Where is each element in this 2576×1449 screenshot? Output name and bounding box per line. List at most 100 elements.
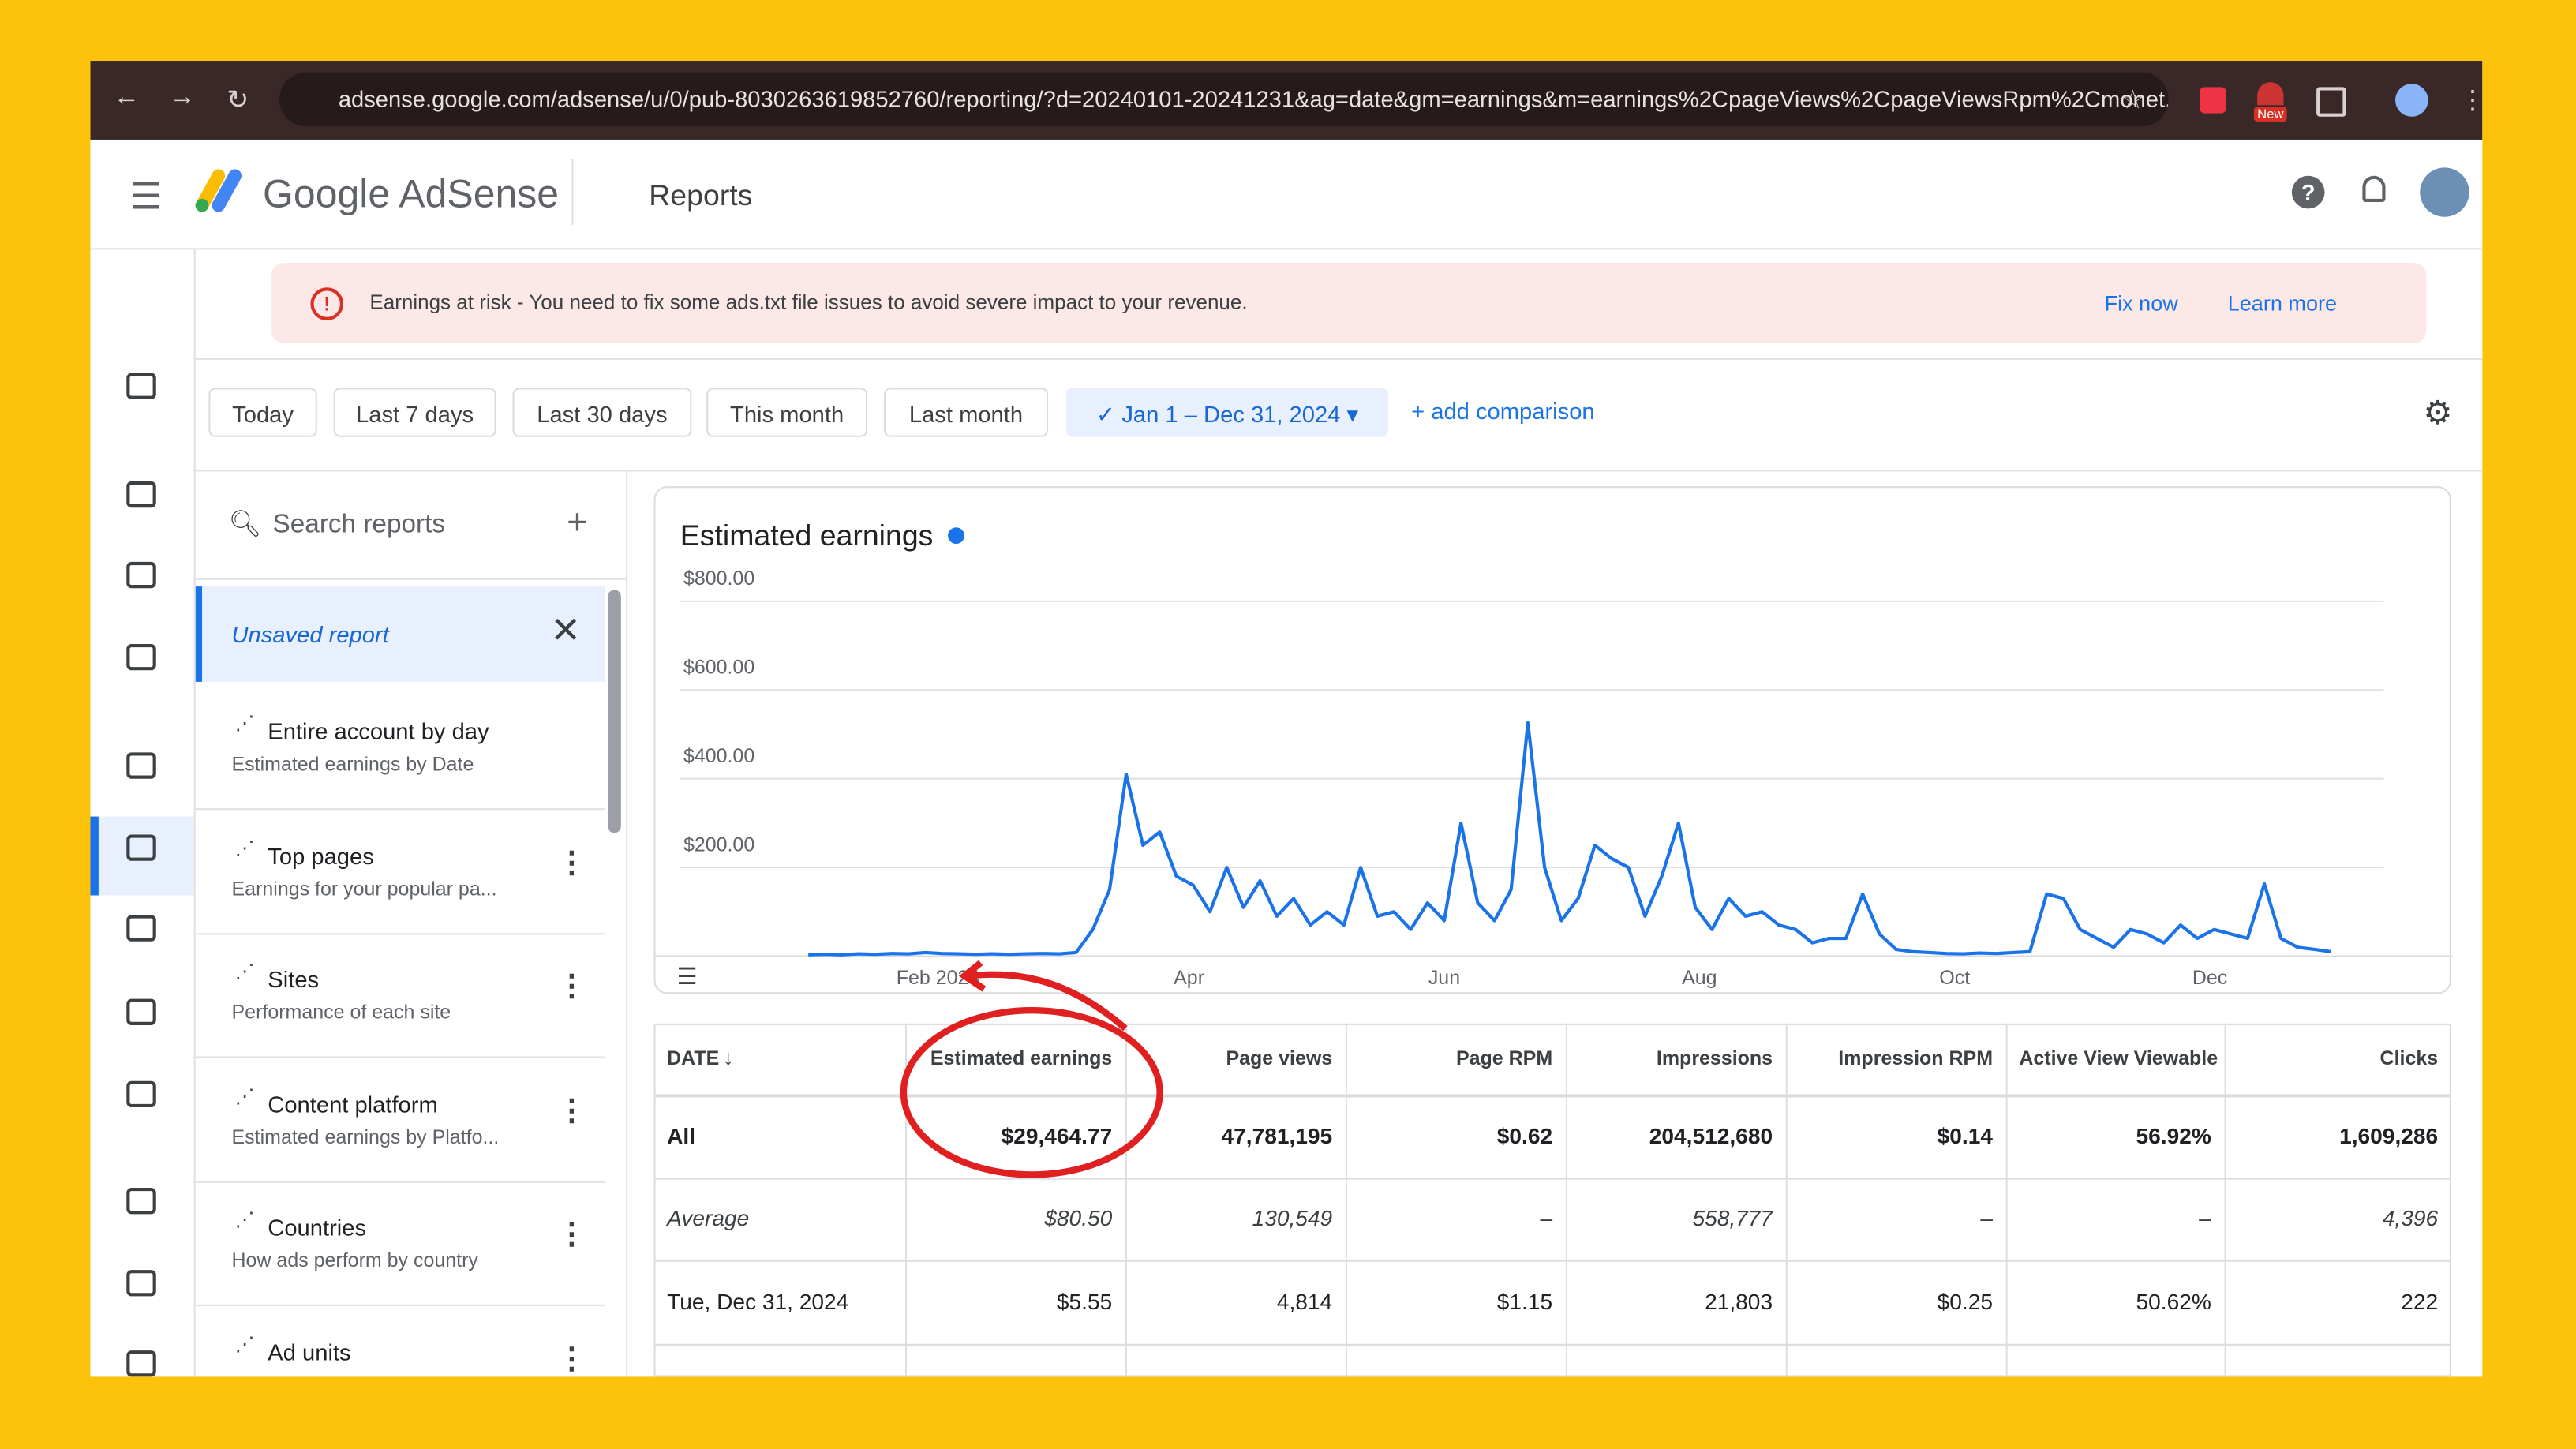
- column-header[interactable]: Clicks: [2379, 1046, 2439, 1070]
- table-cell: –: [1540, 1205, 1553, 1231]
- help[interactable]: ?: [2291, 175, 2325, 209]
- more-menu[interactable]: ⋮: [556, 845, 587, 878]
- col-divider: [1125, 1023, 1128, 1377]
- report-item[interactable]: ⋰ Sites Performance of each site ⋮: [195, 933, 605, 1058]
- notifications[interactable]: [2362, 175, 2386, 203]
- unsaved-label: Unsaved report: [231, 620, 389, 648]
- alert-icon: !: [310, 287, 344, 320]
- nav-icon[interactable]: [126, 561, 156, 589]
- caret: ▾: [1340, 400, 1359, 428]
- back[interactable]: ←: [113, 84, 140, 112]
- forward[interactable]: →: [169, 84, 196, 112]
- address-bar[interactable]: adsense.google.com/adsense/u/0/pub-80302…: [279, 72, 2169, 127]
- table-cell: All: [667, 1123, 696, 1149]
- report-item[interactable]: ⋰ Top pages Earnings for your popular pa..…: [195, 809, 605, 934]
- nav-icon[interactable]: [126, 752, 156, 779]
- settings[interactable]: ⚙: [2423, 395, 2453, 432]
- menu[interactable]: ⋮: [2459, 84, 2482, 117]
- nav-icon[interactable]: [126, 915, 156, 942]
- column-header[interactable]: Active View Viewable: [2019, 1046, 2218, 1070]
- hamburger[interactable]: ☰: [129, 175, 163, 217]
- report-title: Entire account by day: [268, 717, 489, 744]
- col-divider: [1785, 1023, 1788, 1377]
- profile[interactable]: [2395, 84, 2428, 117]
- unsaved-report[interactable]: Unsaved report ✕: [195, 586, 605, 682]
- ext-icon[interactable]: [2200, 87, 2226, 114]
- nav-icon[interactable]: [126, 1080, 156, 1108]
- report-item[interactable]: ⋰ Content platform Estimated earnings by P…: [195, 1058, 605, 1182]
- table-cell: $0.25: [1937, 1290, 1994, 1315]
- nav-icon[interactable]: [126, 1350, 156, 1377]
- report-subtitle: Estimated earnings by Date: [231, 752, 474, 776]
- date-chip[interactable]: Last 30 days: [512, 388, 692, 437]
- report-item[interactable]: ⋰ Ad units ⋮: [196, 1305, 605, 1377]
- date-chip[interactable]: Today: [208, 388, 317, 437]
- date-chip[interactable]: Last month: [883, 388, 1049, 437]
- fix-now[interactable]: Fix now: [2104, 290, 2178, 316]
- date-chip[interactable]: This month: [706, 388, 868, 437]
- nav-icon[interactable]: [126, 644, 156, 671]
- nav-rail: [90, 249, 196, 1377]
- col-divider: [904, 1023, 908, 1377]
- date-range-label: Jan 1 – Dec 31, 2024: [1121, 400, 1341, 428]
- nav-icon[interactable]: [126, 834, 156, 861]
- ext-icon[interactable]: [2257, 82, 2284, 106]
- table-cell: 4,814: [1276, 1290, 1333, 1315]
- legend-dot: [948, 527, 964, 545]
- browser-window: ← → ↻ adsense.google.com/adsense/u/0/pub…: [90, 61, 2483, 1377]
- add-comparison[interactable]: + add comparison: [1411, 398, 1595, 424]
- y-tick-label: $400.00: [683, 745, 754, 767]
- alert-banner: ! Earnings at risk - You need to fix som…: [271, 263, 2427, 344]
- reload[interactable]: ↻: [227, 87, 249, 115]
- scrollbar[interactable]: [608, 590, 621, 833]
- chart-menu[interactable]: ☰: [677, 964, 698, 990]
- nav-icon[interactable]: [126, 1270, 156, 1297]
- column-header[interactable]: Impressions: [1656, 1046, 1773, 1070]
- column-header[interactable]: Estimated earnings: [930, 1046, 1113, 1070]
- item-icon: ⋰: [234, 711, 255, 735]
- close[interactable]: ✕: [550, 609, 581, 651]
- sort-arrow[interactable]: ↓: [722, 1044, 734, 1070]
- avatar[interactable]: [2420, 167, 2469, 217]
- add-report[interactable]: +: [567, 500, 588, 542]
- nav-icon[interactable]: [126, 998, 156, 1025]
- col-divider: [1565, 1023, 1567, 1377]
- more-menu[interactable]: ⋮: [556, 1217, 587, 1251]
- report-subtitle: Estimated earnings by Platfo...: [231, 1124, 500, 1148]
- nav-icon[interactable]: [126, 373, 156, 399]
- report-item[interactable]: ⋰ Entire account by day Estimated earnings…: [195, 685, 605, 811]
- column-header[interactable]: Impression RPM: [1838, 1046, 1994, 1070]
- report-title: Ad units: [268, 1338, 351, 1365]
- more-menu[interactable]: ⋮: [556, 969, 587, 1002]
- item-icon: ⋰: [234, 1208, 255, 1231]
- nav-icon[interactable]: [126, 1188, 156, 1215]
- row-divider: [653, 1260, 2451, 1262]
- x-tick-label: Apr: [1174, 967, 1204, 989]
- divider: [195, 470, 2483, 472]
- date-range[interactable]: ✓ Jan 1 – Dec 31, 2024 ▾: [1065, 388, 1388, 437]
- report-title: Sites: [268, 966, 320, 993]
- report-subtitle: Performance of each site: [231, 1000, 451, 1024]
- nav-icon[interactable]: [126, 481, 156, 508]
- row-divider: [653, 1343, 2451, 1346]
- table-frame: [653, 1023, 2451, 1377]
- badge: New: [2254, 107, 2287, 122]
- column-header[interactable]: DATE: [667, 1046, 720, 1070]
- item-icon: ⋰: [234, 959, 255, 983]
- table-cell: 4,396: [2382, 1205, 2439, 1231]
- date-chip[interactable]: Last 7 days: [333, 388, 496, 437]
- row-divider: [653, 1178, 2451, 1180]
- column-header[interactable]: Page RPM: [1455, 1046, 1553, 1070]
- page-title: Reports: [649, 178, 753, 212]
- search[interactable]: Search reports: [272, 511, 445, 539]
- table-cell: $0.62: [1496, 1123, 1553, 1149]
- extensions[interactable]: [2316, 87, 2346, 117]
- report-item[interactable]: ⋰ Countries How ads perform by country ⋮: [195, 1181, 605, 1306]
- bookmark[interactable]: ☆: [2121, 87, 2145, 115]
- more-menu[interactable]: ⋮: [556, 1341, 587, 1375]
- more-menu[interactable]: ⋮: [556, 1093, 587, 1126]
- column-header[interactable]: Page views: [1226, 1046, 1333, 1070]
- learn-more[interactable]: Learn more: [2227, 290, 2338, 316]
